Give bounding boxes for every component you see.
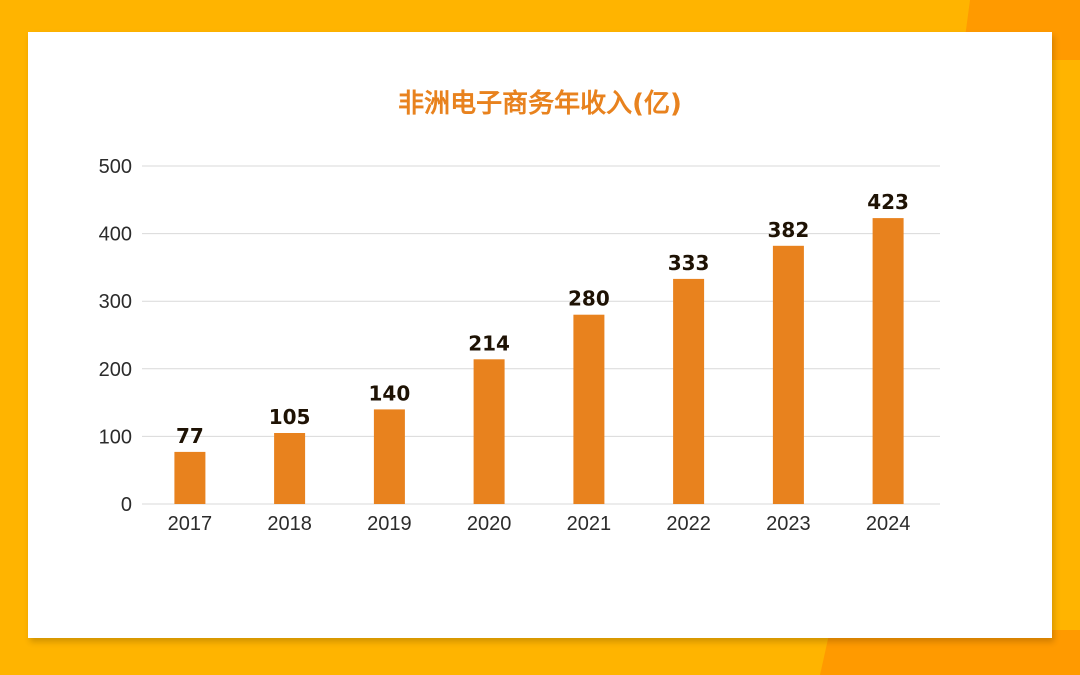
x-tick-label-2022: 2022	[666, 513, 711, 535]
chart-title: 非洲电子商务年收入(亿)	[398, 89, 682, 119]
data-label-2017: 77	[176, 424, 204, 448]
x-tick-label-2024: 2024	[866, 513, 911, 535]
data-label-2018: 105	[269, 405, 311, 429]
bar-2023	[772, 245, 804, 505]
bar-2019	[373, 409, 405, 504]
x-tick-label-2020: 2020	[467, 513, 512, 535]
data-label-2020: 214	[468, 331, 510, 355]
x-tick-label-2018: 2018	[267, 513, 312, 535]
bar-2018	[274, 433, 306, 504]
bar-2017	[174, 451, 206, 504]
data-label-2022: 333	[668, 251, 710, 275]
data-label-2023: 382	[768, 218, 810, 242]
data-labels: 77 105 140 214 280 333 382 423	[176, 190, 909, 448]
bar-2022	[673, 278, 705, 504]
bar-2021	[573, 314, 605, 504]
x-axis-ticks: 2017 2018 2019 2020 2021 2022 2023 2024	[168, 513, 911, 535]
data-label-2021: 280	[568, 287, 610, 311]
bar-2020	[473, 359, 505, 504]
y-axis-ticks: 0 100 200 300 400 500	[99, 156, 132, 516]
y-tick-label: 500	[99, 156, 132, 178]
bars	[174, 218, 904, 505]
x-tick-label-2023: 2023	[766, 513, 811, 535]
y-tick-label: 200	[99, 359, 132, 381]
y-tick-label: 100	[99, 426, 132, 448]
data-label-2024: 423	[867, 190, 909, 214]
y-tick-label: 400	[99, 224, 132, 246]
grid-layer	[142, 165, 940, 505]
y-tick-label: 0	[121, 494, 132, 516]
x-tick-label-2021: 2021	[567, 513, 612, 535]
bar-2024	[872, 218, 904, 504]
data-label-2019: 140	[369, 381, 411, 405]
x-tick-label-2019: 2019	[367, 513, 412, 535]
x-tick-label-2017: 2017	[168, 513, 213, 535]
y-tick-label: 300	[99, 291, 132, 313]
